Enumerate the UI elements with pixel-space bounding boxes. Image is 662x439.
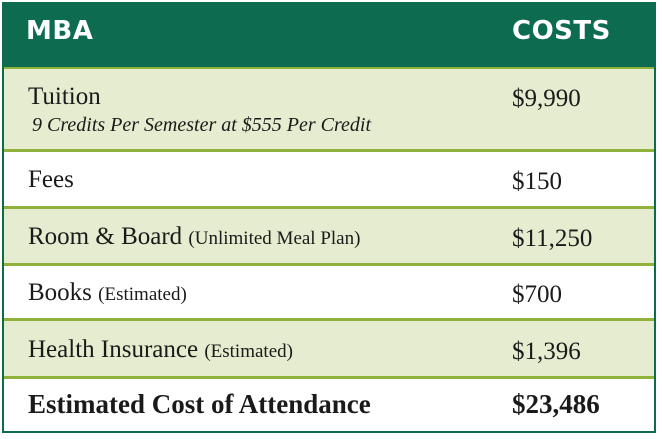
- row-item-label: Fees: [28, 166, 74, 193]
- row-item-label: Books: [28, 279, 92, 306]
- total-label: Estimated Cost of Attendance: [28, 389, 371, 419]
- total-cost: $23,486: [512, 389, 600, 419]
- row-item: Fees: [28, 166, 74, 194]
- row-item-label: Tuition: [28, 83, 101, 110]
- table-row-tuition: Tuition 9 Credits Per Semester at $555 P…: [4, 69, 654, 152]
- row-cost: $700: [512, 281, 562, 308]
- row-cost: $1,396: [512, 338, 581, 365]
- row-item-label: Health Insurance: [28, 336, 199, 363]
- row-cost: $150: [512, 168, 562, 195]
- table-row-room-board: Room & Board (Unlimited Meal Plan) $11,2…: [4, 209, 654, 266]
- row-cost: $11,250: [512, 225, 593, 252]
- row-item-note: (Estimated): [98, 284, 187, 305]
- row-item-label: Room & Board: [28, 223, 183, 250]
- table-row-books: Books (Estimated) $700: [4, 266, 654, 321]
- row-item: Tuition: [28, 83, 101, 111]
- cost-of-attendance-table: MBA COSTS Tuition 9 Credits Per Semester…: [2, 2, 656, 433]
- table-row-fees: Fees $150: [4, 152, 654, 209]
- row-item: Health Insurance (Estimated): [28, 336, 293, 364]
- row-item: Room & Board (Unlimited Meal Plan): [28, 223, 360, 251]
- row-item-note: (Unlimited Meal Plan): [188, 228, 361, 249]
- table-header: MBA COSTS: [4, 4, 654, 69]
- row-item-note: (Estimated): [204, 341, 293, 362]
- header-program: MBA: [26, 16, 94, 46]
- row-subnote: 9 Credits Per Semester at $555 Per Credi…: [32, 114, 372, 136]
- row-item: Books (Estimated): [28, 279, 187, 307]
- table-row-total: Estimated Cost of Attendance $23,486: [4, 379, 654, 431]
- header-costs: COSTS: [512, 16, 611, 46]
- row-cost: $9,990: [512, 85, 581, 112]
- table-row-health-insurance: Health Insurance (Estimated) $1,396: [4, 321, 654, 379]
